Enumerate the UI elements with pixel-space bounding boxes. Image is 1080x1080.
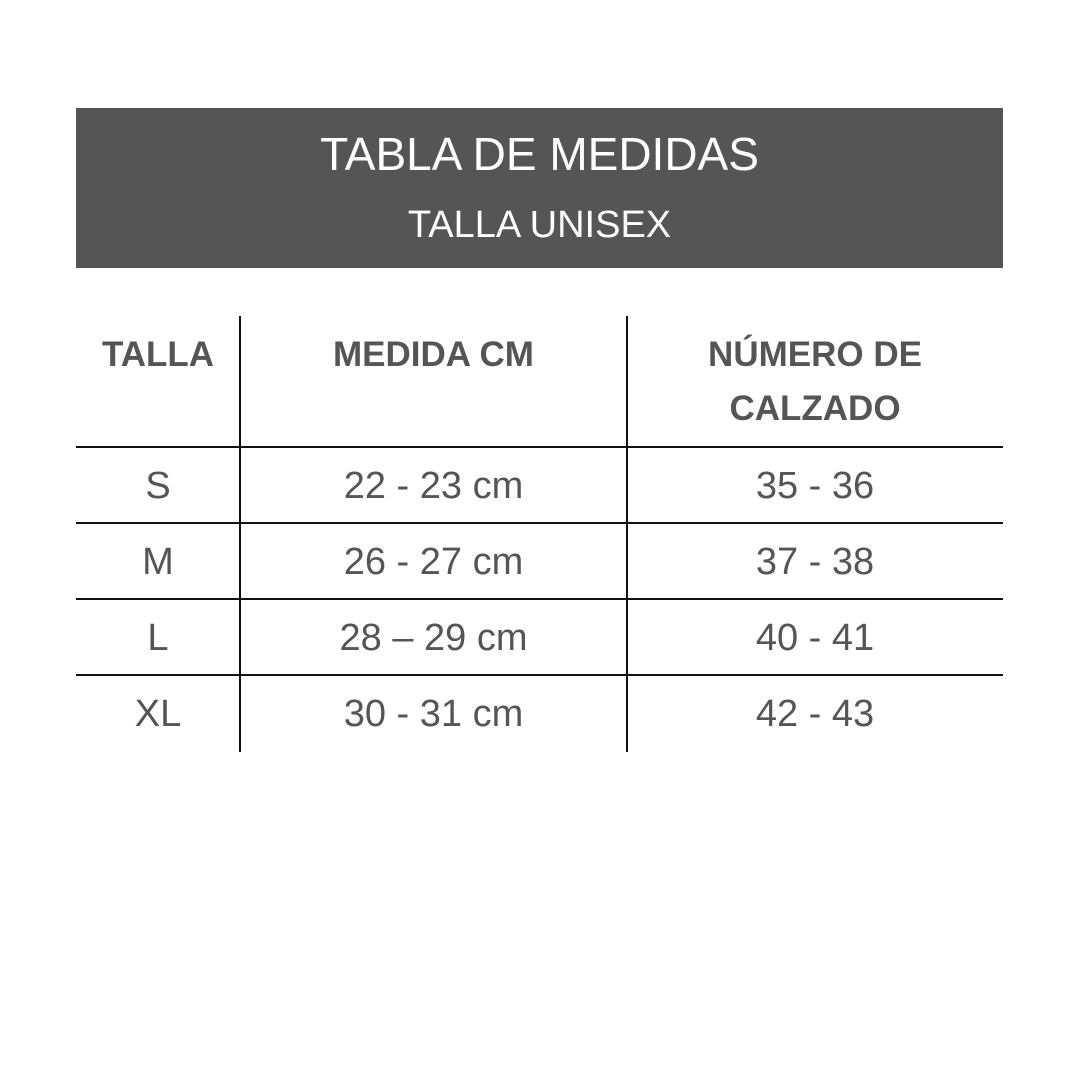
shoe-size-cell: 42 - 43 — [755, 693, 875, 735]
size-cell: M — [142, 541, 174, 583]
row-divider — [76, 446, 1003, 448]
shoe-size-cell: 40 - 41 — [755, 617, 875, 659]
measure-cell: 28 – 29 cm — [339, 617, 528, 659]
column-header-calzado: NÚMERO DE CALZADO — [708, 335, 922, 428]
measure-cell: 30 - 31 cm — [343, 693, 524, 735]
size-cell: S — [145, 465, 171, 507]
column-header-talla: TALLA — [101, 335, 215, 374]
row-divider — [76, 674, 1003, 676]
row-divider — [76, 598, 1003, 600]
row-divider — [76, 522, 1003, 524]
header-banner: TABLA DE MEDIDAS TALLA UNISEX — [76, 108, 1003, 268]
shoe-size-cell: 37 - 38 — [755, 541, 875, 583]
page-subtitle: TALLA UNISEX — [407, 204, 672, 246]
column-header-medida: MEDIDA CM — [333, 335, 534, 374]
shoe-size-cell: 35 - 36 — [755, 465, 875, 507]
page-title: TABLA DE MEDIDAS — [320, 128, 759, 180]
measure-cell: 26 - 27 cm — [343, 541, 524, 583]
size-cell: XL — [134, 693, 182, 735]
size-cell: L — [147, 617, 169, 659]
column-divider — [626, 316, 628, 752]
column-divider — [239, 316, 241, 752]
measure-cell: 22 - 23 cm — [343, 465, 524, 507]
